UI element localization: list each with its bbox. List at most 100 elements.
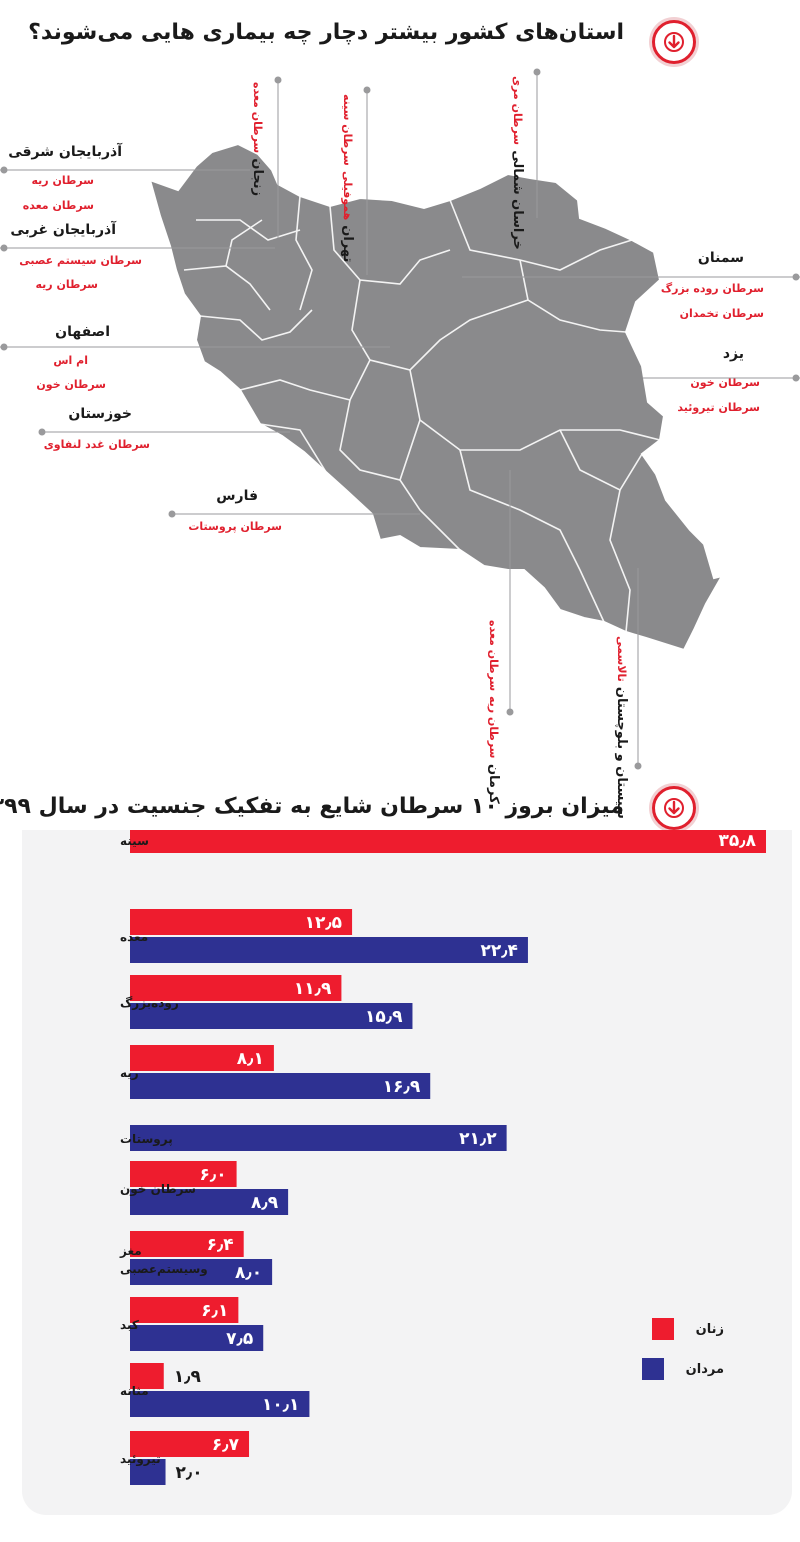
bar-women — [130, 909, 353, 935]
bar-women — [130, 1431, 250, 1457]
disease-label: سرطان مری — [511, 76, 524, 146]
disease-label: هموفیلی — [341, 170, 354, 221]
disease-label: سرطان پروستات — [188, 520, 282, 533]
province-name: اصفهان — [55, 324, 110, 340]
province-name: فارس — [216, 488, 258, 504]
disease-label: سرطان ریه — [35, 278, 98, 291]
bar-women — [130, 1231, 244, 1257]
disease-label: سرطان خون — [36, 378, 106, 391]
bar-value-label: ۲۲٫۴ — [480, 941, 517, 961]
category-label: تیروئید — [120, 1452, 161, 1467]
province-tehran: تهران هموفیلی سرطان سینه — [338, 94, 357, 262]
bar-men — [130, 1189, 289, 1215]
bar-value-label: ۶٫۴ — [207, 1235, 234, 1255]
legend-swatch-men — [641, 1358, 664, 1380]
category-label: پروستات — [120, 1132, 173, 1147]
bar-value-label: ۱۶٫۹ — [383, 1077, 421, 1097]
bar-value-label: ۱٫۹ — [174, 1367, 202, 1387]
bar-women — [130, 975, 342, 1001]
legend-label-women: زنان — [695, 1321, 724, 1337]
category-label: سینه — [120, 834, 149, 848]
bar-chart: ۳۵٫۸ سینه ۱۲٫۵ ۲۲٫۴ معده ۱۱٫۹ ۱۵٫۹ روده‌بزرگ ۸٫۱… — [119, 830, 766, 1485]
province-name: تهران — [340, 225, 355, 263]
category-label: وسیستم‌عصبی — [120, 1262, 208, 1277]
bar-value-label: ۷٫۵ — [226, 1329, 253, 1349]
bar-women — [130, 1297, 239, 1323]
disease-label: سرطان معده — [22, 199, 94, 212]
disease-label: سرطان معده — [251, 82, 264, 154]
province-name: آذربایجان شرقی — [8, 144, 122, 160]
disease-label: سرطان روده بزرگ — [660, 282, 764, 295]
map-section-header: استان‌های کشور بیشتر دچار چه بیماری هایی… — [0, 0, 800, 70]
bar-value-label: ۱۵٫۹ — [365, 1007, 403, 1027]
bar-women — [130, 1045, 274, 1071]
bar-men — [130, 1459, 166, 1485]
disease-label: سرطان غدد لنفاوی — [43, 438, 150, 451]
category-label: کبد — [120, 1318, 139, 1332]
bar-women — [130, 1363, 164, 1389]
category-label: ریه — [120, 1066, 139, 1080]
disease-label: سرطان تیروئید — [677, 401, 760, 414]
bar-value-label: ۳۵٫۸ — [719, 831, 757, 851]
chart-section-header: میزان بروز ۱۰ سرطان شایع به تفکیک جنسیت … — [0, 772, 800, 842]
province-name: کرمان — [486, 763, 501, 804]
province-west-azerbaijan-diseases: سرطان سیستم عصبی — [19, 248, 142, 273]
disease-label: سرطان ریه — [31, 174, 94, 187]
province-west-azerbaijan-diseases-2: سرطان ریه — [35, 272, 98, 297]
province-name: یزد — [722, 346, 744, 362]
disease-label: سرطان معده — [487, 620, 500, 692]
arrow-down-icon — [652, 20, 696, 64]
province-west-azerbaijan: آذربایجان غربی — [10, 222, 116, 238]
province-semnan: سمنان — [698, 250, 744, 266]
bar-value-label: ۶٫۷ — [212, 1435, 240, 1455]
bar-value-label: ۶٫۰ — [199, 1165, 226, 1185]
province-name: سمنان — [697, 250, 744, 266]
legend-women: زنان — [651, 1318, 724, 1340]
bar-men — [130, 1325, 264, 1351]
legend-label-men: مردان — [685, 1361, 724, 1377]
bar-men — [130, 1391, 310, 1417]
iran-map-shape — [148, 142, 725, 652]
iran-map: آذربایجان شرقی سرطان ریه سرطان معده آذرب… — [0, 70, 800, 819]
bar-men — [130, 1073, 431, 1099]
bar-women — [130, 830, 766, 853]
province-name: سیستان و بلوچستان — [614, 686, 629, 819]
bar-value-label: ۸٫۹ — [251, 1193, 279, 1213]
legend-men: مردان — [641, 1358, 724, 1380]
bar-women — [130, 1161, 237, 1187]
province-yazd: یزد — [723, 346, 744, 362]
bar-men — [130, 1125, 507, 1151]
province-khuzestan-diseases: سرطان غدد لنفاوی — [44, 432, 150, 457]
disease-label: سرطان سیستم عصبی — [19, 254, 142, 267]
disease-label: سرطان ریه — [487, 696, 500, 759]
chart-panel: ۳۵٫۸ سینه ۱۲٫۵ ۲۲٫۴ معده ۱۱٫۹ ۱۵٫۹ روده‌بزرگ ۸٫۱… — [22, 830, 792, 1515]
bar-men — [130, 1259, 273, 1285]
disease-label: تالاسمی — [615, 636, 628, 682]
bar-value-label: ۲٫۰ — [176, 1463, 203, 1483]
bar-value-label: ۶٫۱ — [201, 1301, 228, 1321]
province-yazd-diseases: سرطان خون سرطان تیروئید — [677, 370, 760, 420]
category-label: مغز — [119, 1244, 142, 1258]
province-north-khorasan: خراسان شمالی سرطان مری — [508, 76, 527, 250]
category-label: مثانه — [120, 1384, 149, 1398]
province-name: خراسان شمالی — [510, 150, 525, 250]
category-label: معده — [120, 930, 148, 944]
bar-value-label: ۸٫۰ — [235, 1263, 262, 1283]
arrow-down-icon — [652, 786, 696, 830]
province-fars-diseases: سرطان پروستات — [188, 514, 282, 539]
province-isfahan-diseases: ام اس — [53, 348, 88, 373]
province-semnan-diseases: سرطان روده بزرگ سرطان تخمدان — [661, 276, 764, 326]
province-zanjan: زنجان سرطان معده — [248, 82, 267, 196]
disease-label: ام اس — [53, 354, 88, 367]
province-name: خوزستان — [68, 406, 132, 422]
disease-label: سرطان سینه — [341, 94, 354, 166]
province-east-azerbaijan-diseases: سرطان ریه سرطان معده — [23, 168, 94, 218]
bar-men — [130, 937, 528, 963]
chart-title: میزان بروز ۱۰ سرطان شایع به تفکیک جنسیت … — [0, 794, 624, 819]
bar-value-label: ۱۱٫۹ — [294, 979, 332, 999]
legend-swatch-women — [651, 1318, 674, 1340]
disease-label: سرطان خون — [690, 376, 760, 389]
province-sistan: سیستان و بلوچستان تالاسمی — [612, 636, 631, 819]
map-section-title: استان‌های کشور بیشتر دچار چه بیماری هایی… — [28, 20, 624, 45]
province-isfahan: اصفهان — [55, 324, 110, 340]
